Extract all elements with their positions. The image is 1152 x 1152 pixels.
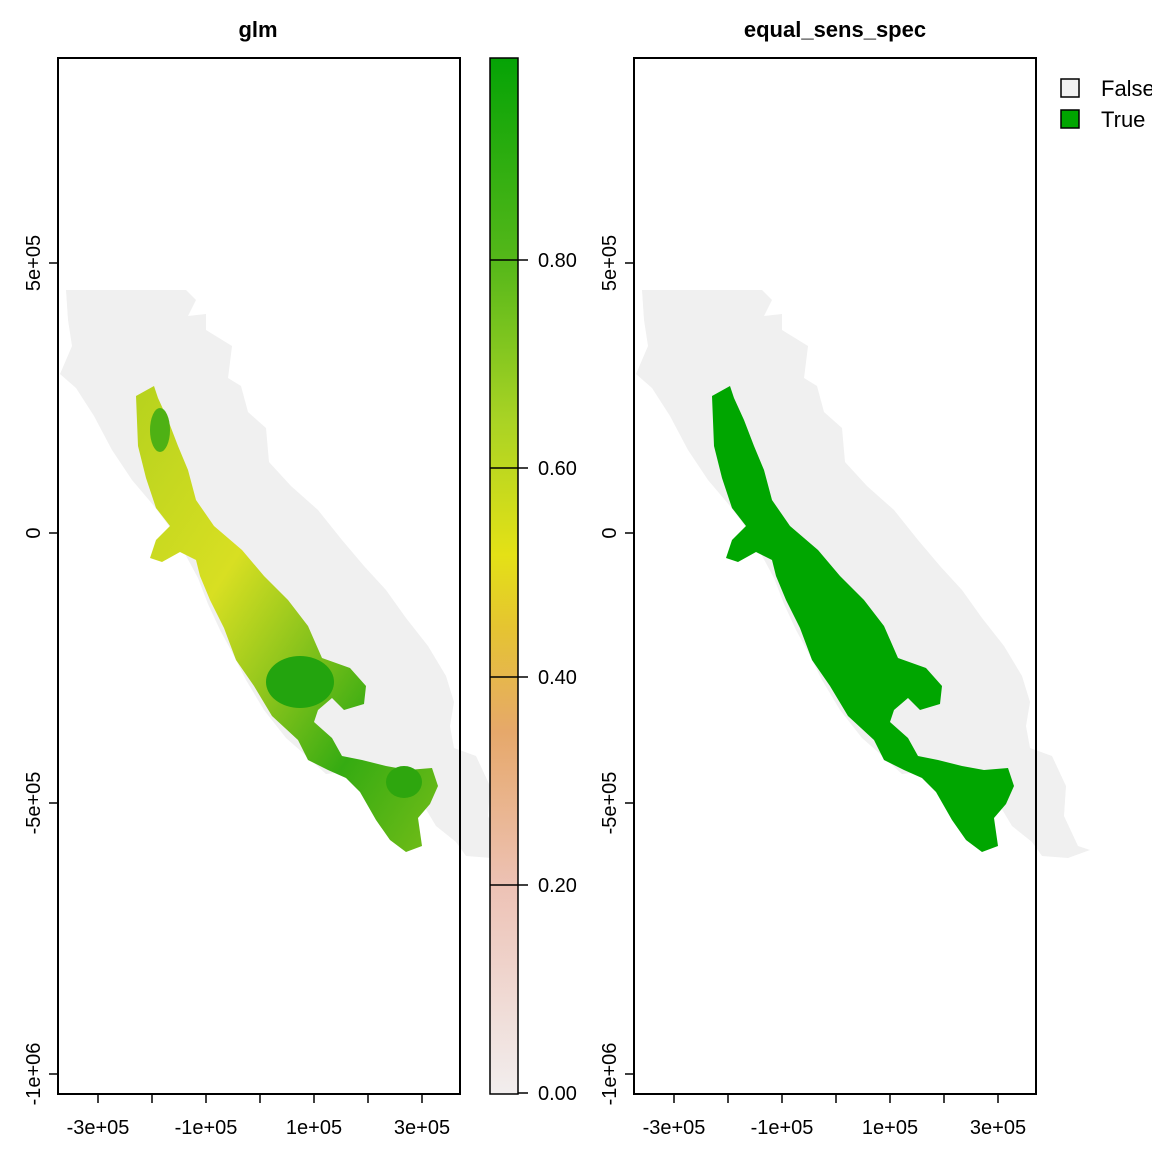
y-tick-label: -5e+05: [599, 772, 621, 835]
x-axis: -3e+05 -1e+05 1e+05 3e+05: [67, 1094, 450, 1139]
legend: False True: [1060, 76, 1152, 132]
background-land: [636, 290, 1090, 858]
y-tick-label: 0: [23, 527, 45, 538]
x-tick-label: 3e+05: [970, 1117, 1026, 1139]
colorbar: 0.80 0.60 0.40 0.20 0.00: [489, 57, 577, 1105]
x-tick-label: -1e+05: [175, 1117, 238, 1139]
x-tick-label: -3e+05: [643, 1117, 706, 1139]
y-axis: 5e+05 0 -5e+05 -1e+06: [599, 235, 634, 1106]
colorbar-label: 0.80: [538, 250, 577, 272]
legend-label-true: True: [1101, 107, 1145, 132]
y-tick-label: -1e+06: [599, 1043, 621, 1106]
colorbar-label: 0.60: [538, 458, 577, 480]
y-tick-label: 5e+05: [599, 235, 621, 291]
y-axis: 5e+05 0 -5e+05 -1e+06: [23, 235, 58, 1106]
x-tick-label: 1e+05: [286, 1117, 342, 1139]
colorbar-ramp: [489, 57, 519, 1095]
x-tick-label: 3e+05: [394, 1117, 450, 1139]
colorbar-label: 0.00: [538, 1083, 577, 1105]
panel-title: glm: [238, 17, 277, 42]
colorbar-label: 0.20: [538, 875, 577, 897]
panel-title: equal_sens_spec: [744, 17, 926, 42]
legend-swatch-false: [1060, 78, 1080, 98]
y-tick-label: 0: [599, 527, 621, 538]
panel-glm: glm -3e+05 -1e+05 1e+05 3e+05: [23, 17, 514, 1139]
high-suitability-south: [386, 766, 422, 798]
panel-equal-sens-spec: equal_sens_spec -3e+05 -1e+05 1e+05 3e+0…: [599, 17, 1090, 1139]
legend-label-false: False: [1101, 76, 1152, 101]
x-tick-label: -3e+05: [67, 1117, 130, 1139]
x-tick-label: 1e+05: [862, 1117, 918, 1139]
y-tick-label: -5e+05: [23, 772, 45, 835]
high-suitability-core: [266, 656, 334, 708]
y-tick-label: 5e+05: [23, 235, 45, 291]
x-axis: -3e+05 -1e+05 1e+05 3e+05: [643, 1094, 1026, 1139]
colorbar-label: 0.40: [538, 667, 577, 689]
map-glm: [60, 290, 514, 858]
plot-frame: [57, 57, 461, 1095]
x-tick-label: -1e+05: [751, 1117, 814, 1139]
y-tick-label: -1e+06: [23, 1043, 45, 1106]
background-land: [60, 290, 514, 858]
plot-frame: [633, 57, 1037, 1095]
legend-swatch-true: [1060, 109, 1080, 129]
high-suitability-north: [150, 408, 170, 452]
map-equal-sens-spec: [636, 290, 1090, 858]
